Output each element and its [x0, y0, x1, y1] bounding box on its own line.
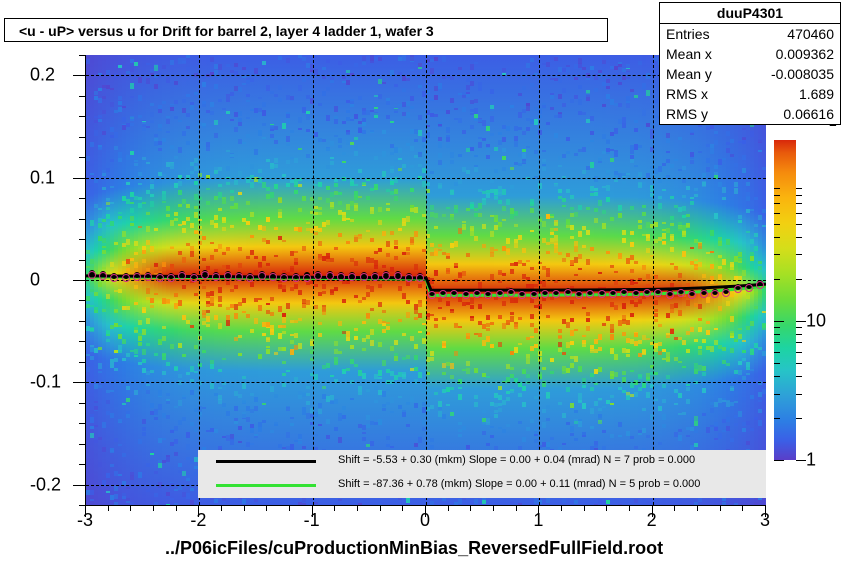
stats-row: Entries470460 — [660, 24, 840, 44]
legend-swatch — [216, 484, 316, 487]
stats-name: duuP4301 — [660, 3, 840, 24]
chart-title: <u - uP> versus u for Drift for barrel 2… — [4, 18, 608, 42]
stats-box: duuP4301 Entries470460Mean x0.009362Mean… — [659, 2, 841, 125]
stats-row: Mean x0.009362 — [660, 44, 840, 64]
stats-row: Mean y-0.008035 — [660, 64, 840, 84]
legend-text: Shift = -87.36 + 0.78 (mkm) Slope = 0.00… — [338, 478, 700, 490]
legend-row: Shift = -5.53 + 0.30 (mkm) Slope = 0.00 … — [198, 450, 766, 470]
stats-rows: Entries470460Mean x0.009362Mean y-0.0080… — [660, 24, 840, 124]
stats-row: RMS y0.06616 — [660, 104, 840, 124]
stats-row: RMS x1.689 — [660, 84, 840, 104]
legend-row: Shift = -87.36 + 0.78 (mkm) Slope = 0.00… — [198, 474, 766, 494]
legend-text: Shift = -5.53 + 0.30 (mkm) Slope = 0.00 … — [338, 454, 695, 466]
legend-box: Shift = -5.53 + 0.30 (mkm) Slope = 0.00 … — [198, 450, 766, 498]
file-path-footer: ../P06icFiles/cuProductionMinBias_Revers… — [165, 538, 663, 559]
legend-swatch — [216, 460, 316, 463]
